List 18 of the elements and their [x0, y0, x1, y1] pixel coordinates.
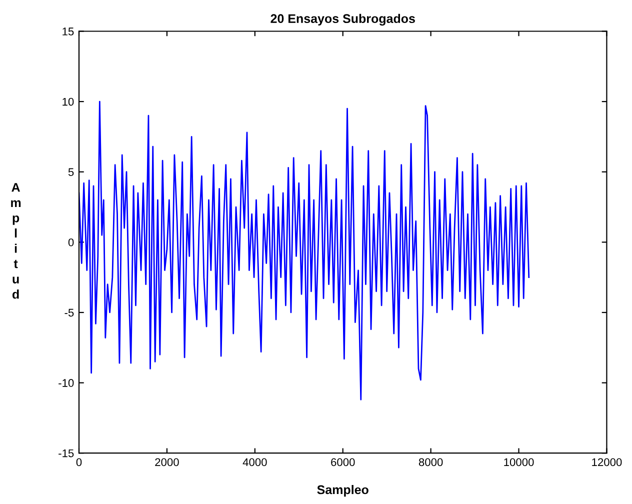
- x-tick-label: 4000: [242, 458, 267, 466]
- chart-title: 20 Ensayos Subrogados: [270, 14, 415, 26]
- y-tick-label: -5: [64, 308, 74, 317]
- x-axis-title: Sampleo: [317, 484, 368, 497]
- y-tick-label: -10: [58, 379, 74, 387]
- line-series: [79, 100, 530, 400]
- y-tick-label: 10: [62, 98, 74, 106]
- x-tick-label: 12000: [592, 458, 622, 466]
- x-tick-label: 2000: [155, 458, 179, 466]
- x-tick-label: 0: [76, 458, 82, 466]
- y-tick-label: 15: [62, 28, 74, 36]
- y-axis-title: Amplitud: [11, 183, 21, 299]
- x-tick-label: 10000: [504, 458, 534, 466]
- x-tick-label: 6000: [331, 458, 355, 466]
- y-tick-label: 5: [68, 168, 74, 176]
- x-tick-label: 8000: [418, 458, 443, 466]
- y-tick-label: 0: [68, 238, 74, 246]
- y-tick-label: -15: [58, 449, 74, 458]
